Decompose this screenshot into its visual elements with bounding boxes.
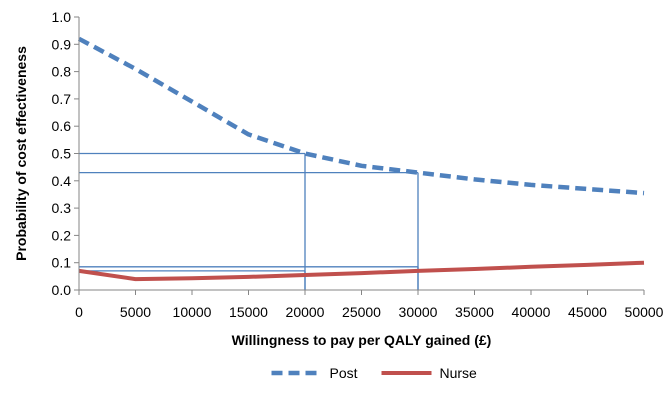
legend-label-post: Post <box>330 365 358 381</box>
x-tick-label: 10000 <box>173 304 212 320</box>
y-tick-label: 0.7 <box>52 91 72 107</box>
x-tick-label: 50000 <box>625 304 664 320</box>
series-line-post <box>77 36 645 196</box>
x-tick-label: 15000 <box>229 304 268 320</box>
x-tick-label: 30000 <box>399 304 438 320</box>
x-tick-label: 25000 <box>342 304 381 320</box>
legend-label-nurse: Nurse <box>440 365 478 381</box>
y-tick-label: 1.0 <box>52 9 72 25</box>
y-axis-ticks: 0.0 0.1 0.2 0.3 0.4 0.5 0.6 0.7 0.8 0.9 1.0 <box>52 9 79 298</box>
x-tick-label: 45000 <box>568 304 607 320</box>
series-layer <box>77 36 645 282</box>
x-axis-ticks: 0 5000 10000 15000 20000 25000 30000 35000 40000… <box>75 290 664 320</box>
y-axis-title: Probability of cost effectiveness <box>13 46 29 261</box>
legend: Post Nurse <box>271 365 478 381</box>
x-tick-label: 5000 <box>120 304 151 320</box>
y-tick-label: 0.9 <box>52 36 72 52</box>
y-tick-label: 0.2 <box>52 227 72 243</box>
y-tick-label: 0.5 <box>52 146 72 162</box>
y-tick-label: 0.3 <box>52 200 72 216</box>
y-tick-label: 0.4 <box>52 173 72 189</box>
x-tick-label: 40000 <box>512 304 551 320</box>
y-tick-label: 0.6 <box>52 118 72 134</box>
y-tick-label: 0.1 <box>52 255 72 271</box>
x-tick-label: 0 <box>75 304 83 320</box>
y-tick-label: 0.0 <box>52 282 72 298</box>
y-tick-label: 0.8 <box>52 64 72 80</box>
reference-lines <box>79 152 419 290</box>
series-line-nurse <box>78 260 645 282</box>
x-tick-label: 20000 <box>286 304 325 320</box>
x-tick-label: 35000 <box>455 304 494 320</box>
x-axis-title: Willingness to pay per QALY gained (£) <box>232 332 492 348</box>
